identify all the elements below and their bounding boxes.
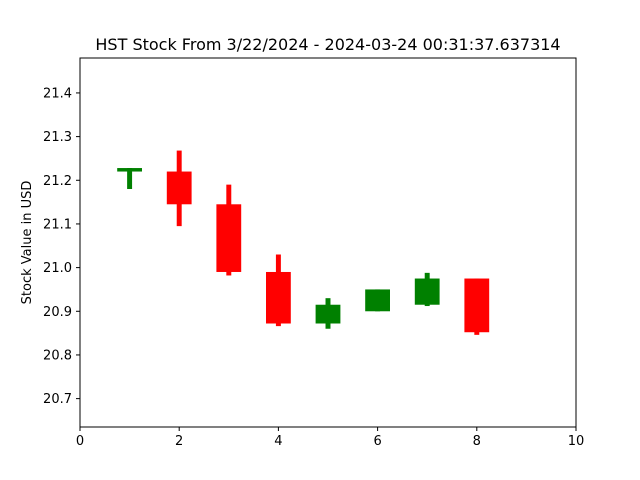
y-tick-label: 20.9 [43,305,72,320]
candle-7-body [414,278,440,305]
candle-6-body [365,289,390,312]
x-tick-label: 10 [568,434,585,449]
candles-group [117,150,490,335]
candle-8-body [464,278,490,333]
y-tick-label: 21.3 [43,130,72,145]
plot-area-frame [79,57,577,428]
candle-4-body [266,271,291,324]
candle-5-body [315,304,341,324]
candle-2-body [166,171,192,205]
x-tick-label: 2 [175,434,183,449]
candle-1-body [117,168,142,172]
x-tick-label: 8 [473,434,481,449]
y-tick-label: 20.7 [43,392,72,407]
y-axis-ticks: 20.7 20.8 20.9 21.0 21.1 21.2 21.3 21.4 [43,86,80,407]
chart-title: HST Stock From 3/22/2024 - 2024-03-24 00… [95,35,560,54]
y-tick-label: 20.8 [43,348,72,363]
x-tick-label: 4 [274,434,282,449]
y-axis-label: Stock Value in USD [20,181,35,305]
x-axis-ticks: 0 2 4 6 8 10 [76,427,584,449]
y-tick-label: 21.1 [43,217,72,232]
x-tick-label: 0 [76,434,84,449]
y-tick-label: 21.4 [43,86,72,101]
x-tick-label: 6 [373,434,381,449]
y-tick-label: 21.2 [43,174,72,189]
y-tick-label: 21.0 [43,261,72,276]
candle-3-body [216,204,242,272]
candle-1-wick [127,168,133,190]
